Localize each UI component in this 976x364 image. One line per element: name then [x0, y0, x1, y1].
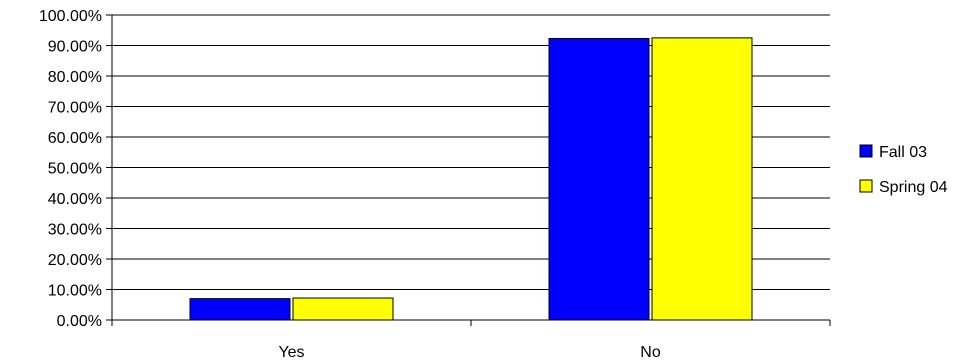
legend-label-spring-04: Spring 04 [879, 179, 948, 196]
y-tick-label: 10.00% [48, 283, 102, 300]
legend-label-fall-03: Fall 03 [879, 144, 927, 161]
legend-swatch-spring-04 [859, 179, 873, 193]
y-tick-label: 20.00% [48, 252, 102, 269]
y-tick-label: 100.00% [39, 8, 102, 25]
bar-no-fall-03 [548, 37, 650, 321]
bars [189, 37, 753, 321]
x-tick-label: Yes [278, 344, 304, 361]
axes [106, 14, 831, 326]
y-tick-label: 70.00% [48, 100, 102, 117]
y-tick-label: 50.00% [48, 161, 102, 178]
x-tick-labels: Yes No [278, 344, 660, 361]
y-tick-label: 90.00% [48, 39, 102, 56]
legend-swatch-fall-03 [859, 144, 873, 158]
y-tick-labels: 0.00% 10.00% 20.00% 30.00% 40.00% 50.00% 60.00… [39, 8, 102, 330]
x-tick-label: No [640, 344, 661, 361]
gridlines [112, 14, 830, 290]
y-tick-label: 30.00% [48, 222, 102, 239]
y-tick-label: 40.00% [48, 191, 102, 208]
y-tick-label: 0.00% [57, 313, 102, 330]
bar-no-spring-04 [651, 37, 753, 321]
y-tick-label: 60.00% [48, 130, 102, 147]
bar-yes-spring-04 [292, 297, 394, 321]
bar-yes-fall-03 [189, 298, 291, 321]
legend: Fall 03 Spring 04 [859, 144, 948, 196]
y-tick-label: 80.00% [48, 69, 102, 86]
